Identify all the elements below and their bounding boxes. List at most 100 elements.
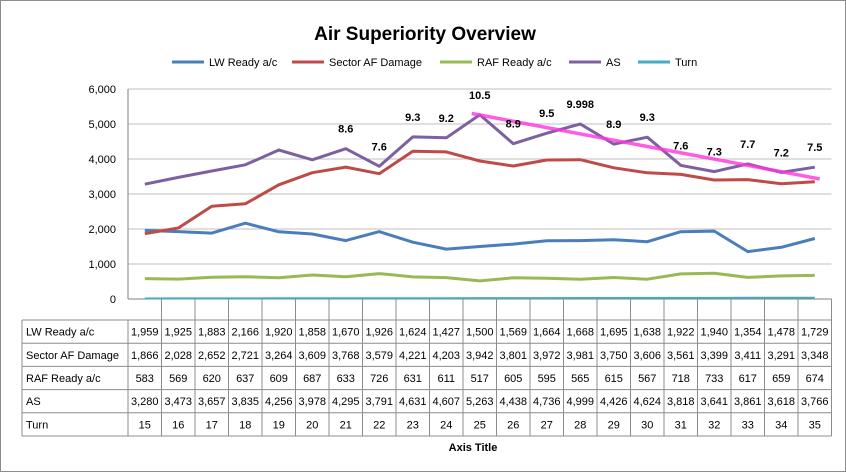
table-cell: 4,607 xyxy=(432,396,460,408)
table-cell: 631 xyxy=(404,373,422,385)
table-cell: 569 xyxy=(169,373,187,385)
annotation-label: 9.3 xyxy=(640,112,655,124)
table-cell: 687 xyxy=(303,373,321,385)
table-cell: 637 xyxy=(236,373,254,385)
table-cell: 3,835 xyxy=(231,396,259,408)
table-cell: 21 xyxy=(340,419,352,431)
table-cell: 2,028 xyxy=(164,350,192,362)
table-cell: 726 xyxy=(370,373,388,385)
table-cell: 1,569 xyxy=(499,327,527,339)
table-cell: 3,766 xyxy=(801,396,829,408)
table-cell: 2,652 xyxy=(198,350,226,362)
table-cell: 4,426 xyxy=(600,396,628,408)
table-cell: 22 xyxy=(373,419,385,431)
table-cell: 4,221 xyxy=(399,350,427,362)
table-cell: 34 xyxy=(775,419,787,431)
annotation-label: 7.7 xyxy=(740,139,755,151)
table-row-header: Turn xyxy=(26,419,48,431)
annotation-label: 7.6 xyxy=(673,140,688,152)
legend-label: RAF Ready a/c xyxy=(477,57,552,69)
table-cell: 611 xyxy=(437,373,455,385)
table-cell: 3,291 xyxy=(767,350,795,362)
table-cell: 3,473 xyxy=(164,396,192,408)
table-cell: 18 xyxy=(239,419,251,431)
y-tick-label: 1,000 xyxy=(88,259,116,271)
table-cell: 2,721 xyxy=(231,350,259,362)
table-cell: 1,922 xyxy=(667,327,695,339)
table-cell: 2,166 xyxy=(231,327,259,339)
table-row-header: AS xyxy=(26,396,41,408)
table-cell: 1,926 xyxy=(365,327,393,339)
table-cell: 26 xyxy=(507,419,519,431)
table-cell: 3,641 xyxy=(700,396,728,408)
table-cell: 620 xyxy=(203,373,221,385)
table-cell: 1,940 xyxy=(700,327,728,339)
table-row-header: LW Ready a/c xyxy=(26,327,95,339)
table-cell: 517 xyxy=(471,373,489,385)
table-cell: 15 xyxy=(139,419,151,431)
table-cell: 29 xyxy=(608,419,620,431)
annotation-label: 9.3 xyxy=(405,112,420,124)
table-cell: 3,280 xyxy=(131,396,159,408)
table-cell: 30 xyxy=(641,419,653,431)
table-cell: 3,264 xyxy=(265,350,293,362)
annotation-label: 8.9 xyxy=(506,119,521,131)
chart-title: Air Superiority Overview xyxy=(314,24,536,45)
table-cell: 3,399 xyxy=(700,350,728,362)
table-cell: 1,858 xyxy=(298,327,326,339)
table-cell: 16 xyxy=(172,419,184,431)
table-cell: 733 xyxy=(705,373,723,385)
annotation-label: 9.2 xyxy=(439,113,454,125)
y-tick-label: 3,000 xyxy=(88,189,116,201)
table-cell: 1,427 xyxy=(432,327,460,339)
table-cell: 4,295 xyxy=(332,396,360,408)
table-cell: 5,263 xyxy=(466,396,494,408)
table-cell: 3,606 xyxy=(633,350,661,362)
x-axis-title: Axis Title xyxy=(449,442,498,454)
table-cell: 3,978 xyxy=(298,396,326,408)
as-trendline xyxy=(471,111,821,181)
table-cell: 3,348 xyxy=(801,350,829,362)
table-cell: 605 xyxy=(504,373,522,385)
table-cell: 633 xyxy=(337,373,355,385)
y-tick-label: 0 xyxy=(110,294,116,306)
y-tick-label: 6,000 xyxy=(88,84,116,96)
table-cell: 4,999 xyxy=(566,396,594,408)
series-line-turn xyxy=(144,296,815,300)
table-cell: 615 xyxy=(605,373,623,385)
table-cell: 659 xyxy=(772,373,790,385)
table-cell: 674 xyxy=(806,373,824,385)
table-cell: 3,750 xyxy=(600,350,628,362)
table-cell: 35 xyxy=(809,419,821,431)
table-cell: 17 xyxy=(206,419,218,431)
y-axis: 0 1,000 2,000 3,000 4,000 5,000 6,000 xyxy=(88,84,129,306)
legend-label: Sector AF Damage xyxy=(329,57,422,69)
table-cell: 19 xyxy=(273,419,285,431)
table-cell: 23 xyxy=(407,419,419,431)
table-cell: 3,618 xyxy=(767,396,795,408)
table-cell: 3,791 xyxy=(365,396,393,408)
table-cell: 1,624 xyxy=(399,327,427,339)
table-cell: 4,624 xyxy=(633,396,661,408)
table-cell: 3,972 xyxy=(533,350,561,362)
table-cell: 3,657 xyxy=(198,396,226,408)
legend: LW Ready a/c Sector AF Damage RAF Ready a/… xyxy=(172,57,697,69)
table-cell: 33 xyxy=(742,419,754,431)
annotations: 8.6 7.6 9.3 9.2 10.5 8.9 9.5 9.998 8.9 9.3 7.6 7.3 7… xyxy=(338,90,822,160)
table-cell: 1,883 xyxy=(198,327,226,339)
annotation-label: 7.6 xyxy=(372,141,387,153)
legend-label: LW Ready a/c xyxy=(209,57,278,69)
annotation-label: 10.5 xyxy=(469,90,490,102)
table-cell: 28 xyxy=(574,419,586,431)
table-cell: 1,695 xyxy=(600,327,628,339)
table-cell: 3,801 xyxy=(499,350,527,362)
table-cell: 3,942 xyxy=(466,350,494,362)
data-table: LW Ready a/c 1,959 1,925 1,883 2,166 1,920 1,8… xyxy=(21,299,832,437)
table-cell: 609 xyxy=(270,373,288,385)
table-cell: 31 xyxy=(675,419,687,431)
table-cell: 4,438 xyxy=(499,396,527,408)
annotation-label: 7.2 xyxy=(774,147,789,159)
annotation-label: 7.3 xyxy=(707,147,722,159)
